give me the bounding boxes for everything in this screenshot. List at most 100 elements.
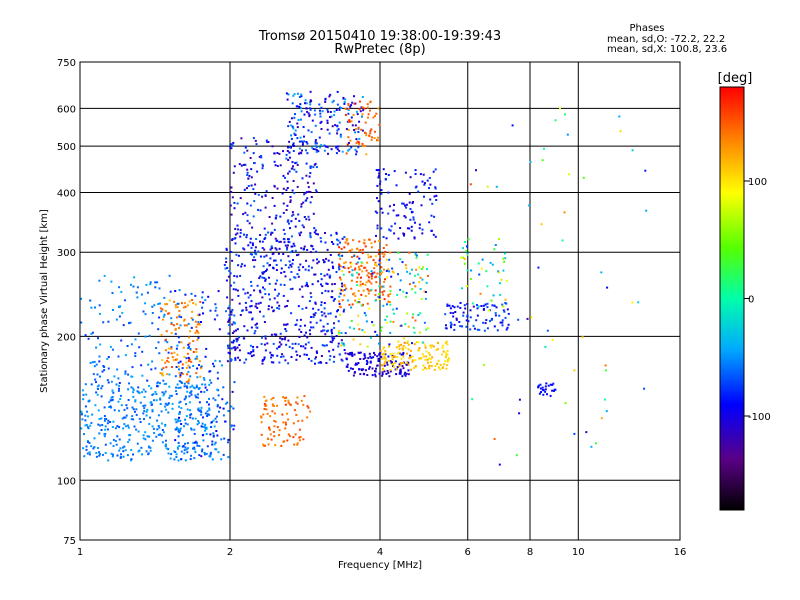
- data-point: [208, 408, 211, 411]
- data-point: [310, 100, 313, 103]
- data-point: [104, 428, 107, 431]
- data-point: [378, 276, 381, 279]
- data-point: [305, 107, 308, 110]
- data-point: [311, 245, 314, 248]
- data-point: [97, 337, 99, 340]
- data-point: [466, 314, 469, 317]
- data-point: [324, 100, 327, 103]
- data-point: [296, 319, 299, 322]
- data-point: [191, 384, 194, 387]
- data-point: [367, 289, 370, 292]
- data-point: [230, 147, 233, 150]
- data-point: [309, 107, 312, 110]
- data-point: [182, 346, 185, 349]
- data-point: [388, 258, 391, 261]
- data-point: [309, 333, 312, 336]
- data-point: [404, 171, 407, 174]
- data-point: [298, 152, 300, 155]
- data-point: [293, 192, 296, 195]
- data-point: [454, 311, 457, 313]
- data-point: [197, 407, 200, 410]
- data-point: [349, 105, 352, 108]
- data-point: [283, 232, 286, 235]
- data-point: [144, 404, 147, 407]
- data-point: [351, 124, 354, 127]
- data-point: [331, 241, 333, 243]
- data-point: [161, 372, 164, 375]
- data-point: [529, 161, 532, 163]
- data-point: [426, 253, 429, 256]
- data-point: [300, 107, 302, 110]
- data-point: [88, 441, 91, 444]
- data-point: [81, 389, 84, 392]
- data-point: [407, 348, 410, 351]
- data-point: [188, 358, 191, 361]
- data-point: [194, 451, 197, 454]
- data-point: [546, 329, 549, 332]
- data-point: [345, 128, 348, 131]
- data-point: [102, 453, 104, 456]
- data-point: [224, 402, 227, 405]
- data-point: [418, 281, 421, 284]
- data-point: [239, 231, 242, 234]
- data-point: [144, 313, 147, 316]
- data-point: [420, 357, 423, 360]
- data-point: [186, 408, 189, 411]
- data-point: [322, 329, 325, 332]
- data-point: [380, 189, 383, 192]
- data-point: [378, 263, 381, 266]
- data-point: [220, 458, 223, 461]
- data-point: [189, 413, 192, 416]
- data-point: [434, 235, 437, 238]
- data-point: [368, 366, 371, 369]
- data-point: [198, 401, 201, 404]
- data-point: [119, 305, 122, 308]
- data-point: [444, 360, 447, 363]
- data-point: [544, 345, 547, 348]
- data-point: [309, 167, 312, 169]
- data-point: [175, 347, 178, 350]
- data-point: [133, 276, 136, 279]
- data-point: [374, 375, 377, 378]
- data-point: [285, 189, 288, 192]
- data-point: [322, 259, 325, 261]
- data-point: [453, 328, 456, 331]
- data-point: [201, 296, 204, 299]
- data-point: [421, 341, 424, 344]
- data-point: [369, 255, 372, 258]
- data-point: [262, 315, 265, 318]
- data-point: [309, 165, 312, 168]
- data-point: [388, 345, 390, 348]
- data-point: [363, 239, 366, 242]
- data-point: [380, 266, 383, 269]
- data-point: [300, 399, 303, 402]
- data-point: [254, 192, 257, 195]
- data-point: [292, 94, 295, 97]
- data-point: [430, 365, 433, 368]
- data-point: [466, 269, 469, 272]
- data-point: [341, 285, 344, 288]
- data-point: [392, 355, 395, 358]
- data-point: [227, 347, 230, 350]
- data-point: [245, 234, 248, 236]
- data-point: [269, 433, 272, 436]
- data-point: [302, 201, 305, 204]
- data-point: [233, 314, 236, 317]
- data-point: [340, 247, 343, 250]
- data-point: [166, 359, 169, 362]
- data-point: [294, 217, 297, 220]
- data-point: [296, 164, 299, 166]
- data-point: [218, 328, 221, 331]
- data-point: [208, 413, 211, 416]
- data-point: [176, 344, 179, 347]
- data-point: [303, 135, 305, 138]
- data-point: [185, 366, 188, 369]
- data-point: [249, 253, 252, 256]
- data-point: [400, 343, 403, 346]
- data-point: [227, 438, 230, 441]
- data-point: [504, 257, 507, 260]
- data-point: [363, 353, 366, 356]
- data-point: [327, 268, 330, 271]
- data-point: [211, 458, 214, 461]
- data-point: [264, 444, 266, 447]
